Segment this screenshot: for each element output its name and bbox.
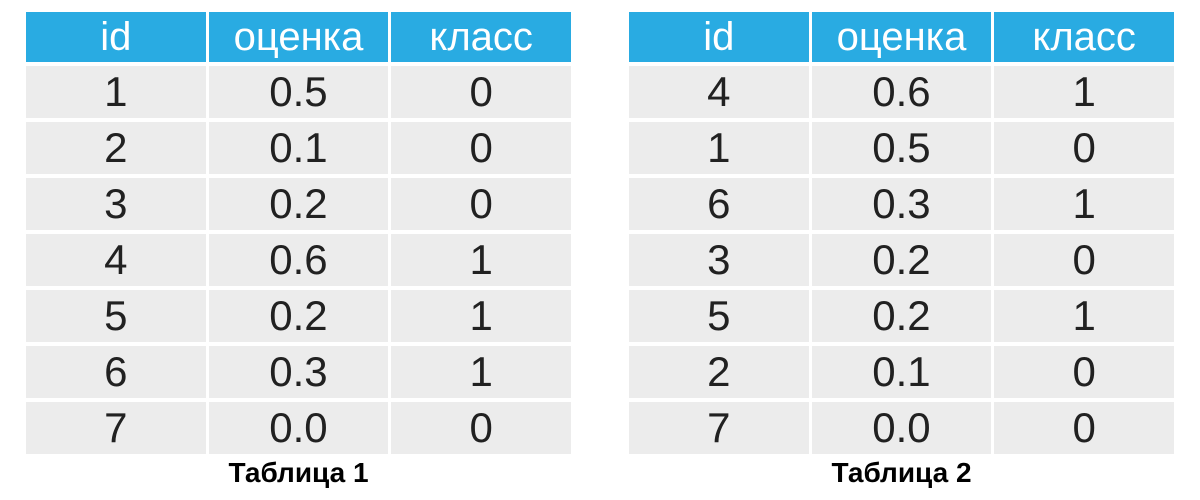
table-cell: 0 bbox=[994, 122, 1174, 174]
data-table-1: id оценка класс 1 0.5 0 2 0.1 0 3 0.2 0 4 0.6 1 5 0.2… bbox=[23, 8, 574, 458]
table-row: 2 0.1 0 bbox=[629, 346, 1174, 398]
table-cell: 5 bbox=[629, 290, 809, 342]
table-row: 1 0.5 0 bbox=[26, 66, 571, 118]
table-cell: 7 bbox=[26, 402, 206, 454]
table-cell: 0.2 bbox=[811, 234, 992, 286]
table-cell: 1 bbox=[26, 66, 206, 118]
table-2-header: id оценка класс bbox=[629, 12, 1174, 62]
table-cell: 0.3 bbox=[811, 178, 992, 230]
table-row: 7 0.0 0 bbox=[629, 402, 1174, 454]
table-cell: 1 bbox=[391, 346, 571, 398]
table-cell: 1 bbox=[391, 234, 571, 286]
table-cell: 2 bbox=[26, 122, 206, 174]
table-row: 1 0.5 0 bbox=[629, 122, 1174, 174]
table-row: 3 0.2 0 bbox=[26, 178, 571, 230]
table-2-body: 4 0.6 1 1 0.5 0 6 0.3 1 3 0.2 0 5 0.2 1 2 0.1 0 7 0.0 0 bbox=[629, 66, 1174, 454]
table-cell: 0.1 bbox=[208, 122, 389, 174]
table-cell: 1 bbox=[629, 122, 809, 174]
data-table-2: id оценка класс 4 0.6 1 1 0.5 0 6 0.3 1 3 0.2 0 5 0.2… bbox=[626, 8, 1177, 458]
column-header-id: id bbox=[26, 12, 206, 62]
table-2-caption: Таблица 2 bbox=[831, 457, 972, 488]
table-cell: 0.0 bbox=[811, 402, 992, 454]
table-cell: 4 bbox=[629, 66, 809, 118]
table-cell: 5 bbox=[26, 290, 206, 342]
column-header-id: id bbox=[629, 12, 809, 62]
table-row: 4 0.6 1 bbox=[629, 66, 1174, 118]
table-cell: 0 bbox=[994, 402, 1174, 454]
table-cell: 0.6 bbox=[208, 234, 389, 286]
table-cell: 7 bbox=[629, 402, 809, 454]
table-cell: 2 bbox=[629, 346, 809, 398]
table-row: 5 0.2 1 bbox=[629, 290, 1174, 342]
table-row: 6 0.3 1 bbox=[629, 178, 1174, 230]
table-cell: 0 bbox=[391, 122, 571, 174]
table-cell: 6 bbox=[629, 178, 809, 230]
table-cell: 3 bbox=[629, 234, 809, 286]
table-cell: 1 bbox=[994, 66, 1174, 118]
table-cell: 3 bbox=[26, 178, 206, 230]
table-header-row: id оценка класс bbox=[629, 12, 1174, 62]
column-header-score: оценка bbox=[811, 12, 992, 62]
table-1-body: 1 0.5 0 2 0.1 0 3 0.2 0 4 0.6 1 5 0.2 1 6 0.3 1 7 0.0 0 bbox=[26, 66, 571, 454]
table-cell: 6 bbox=[26, 346, 206, 398]
table-cell: 0 bbox=[391, 402, 571, 454]
table-cell: 1 bbox=[391, 290, 571, 342]
table-row: 6 0.3 1 bbox=[26, 346, 571, 398]
table-cell: 0.3 bbox=[208, 346, 389, 398]
table-cell: 4 bbox=[26, 234, 206, 286]
table-cell: 0.5 bbox=[811, 122, 992, 174]
column-header-class: класс bbox=[391, 12, 571, 62]
table-1: id оценка класс 1 0.5 0 2 0.1 0 3 0.2 0 4 0.6 1 5 0.2… bbox=[23, 8, 574, 487]
table-cell: 0.5 bbox=[208, 66, 389, 118]
table-row: 4 0.6 1 bbox=[26, 234, 571, 286]
table-cell: 0.0 bbox=[208, 402, 389, 454]
table-cell: 0.2 bbox=[208, 290, 389, 342]
column-header-score: оценка bbox=[208, 12, 389, 62]
table-cell: 0 bbox=[994, 234, 1174, 286]
table-cell: 0.1 bbox=[811, 346, 992, 398]
table-2: id оценка класс 4 0.6 1 1 0.5 0 6 0.3 1 3 0.2 0 5 0.2… bbox=[626, 8, 1177, 487]
table-1-caption: Таблица 1 bbox=[228, 457, 369, 488]
table-cell: 0 bbox=[994, 346, 1174, 398]
table-row: 5 0.2 1 bbox=[26, 290, 571, 342]
column-header-class: класс bbox=[994, 12, 1174, 62]
table-cell: 0 bbox=[391, 66, 571, 118]
table-row: 3 0.2 0 bbox=[629, 234, 1174, 286]
table-cell: 0.6 bbox=[811, 66, 992, 118]
table-cell: 1 bbox=[994, 290, 1174, 342]
table-row: 7 0.0 0 bbox=[26, 402, 571, 454]
table-cell: 0.2 bbox=[208, 178, 389, 230]
table-row: 2 0.1 0 bbox=[26, 122, 571, 174]
table-cell: 0 bbox=[391, 178, 571, 230]
table-cell: 0.2 bbox=[811, 290, 992, 342]
table-header-row: id оценка класс bbox=[26, 12, 571, 62]
table-cell: 1 bbox=[994, 178, 1174, 230]
table-1-header: id оценка класс bbox=[26, 12, 571, 62]
